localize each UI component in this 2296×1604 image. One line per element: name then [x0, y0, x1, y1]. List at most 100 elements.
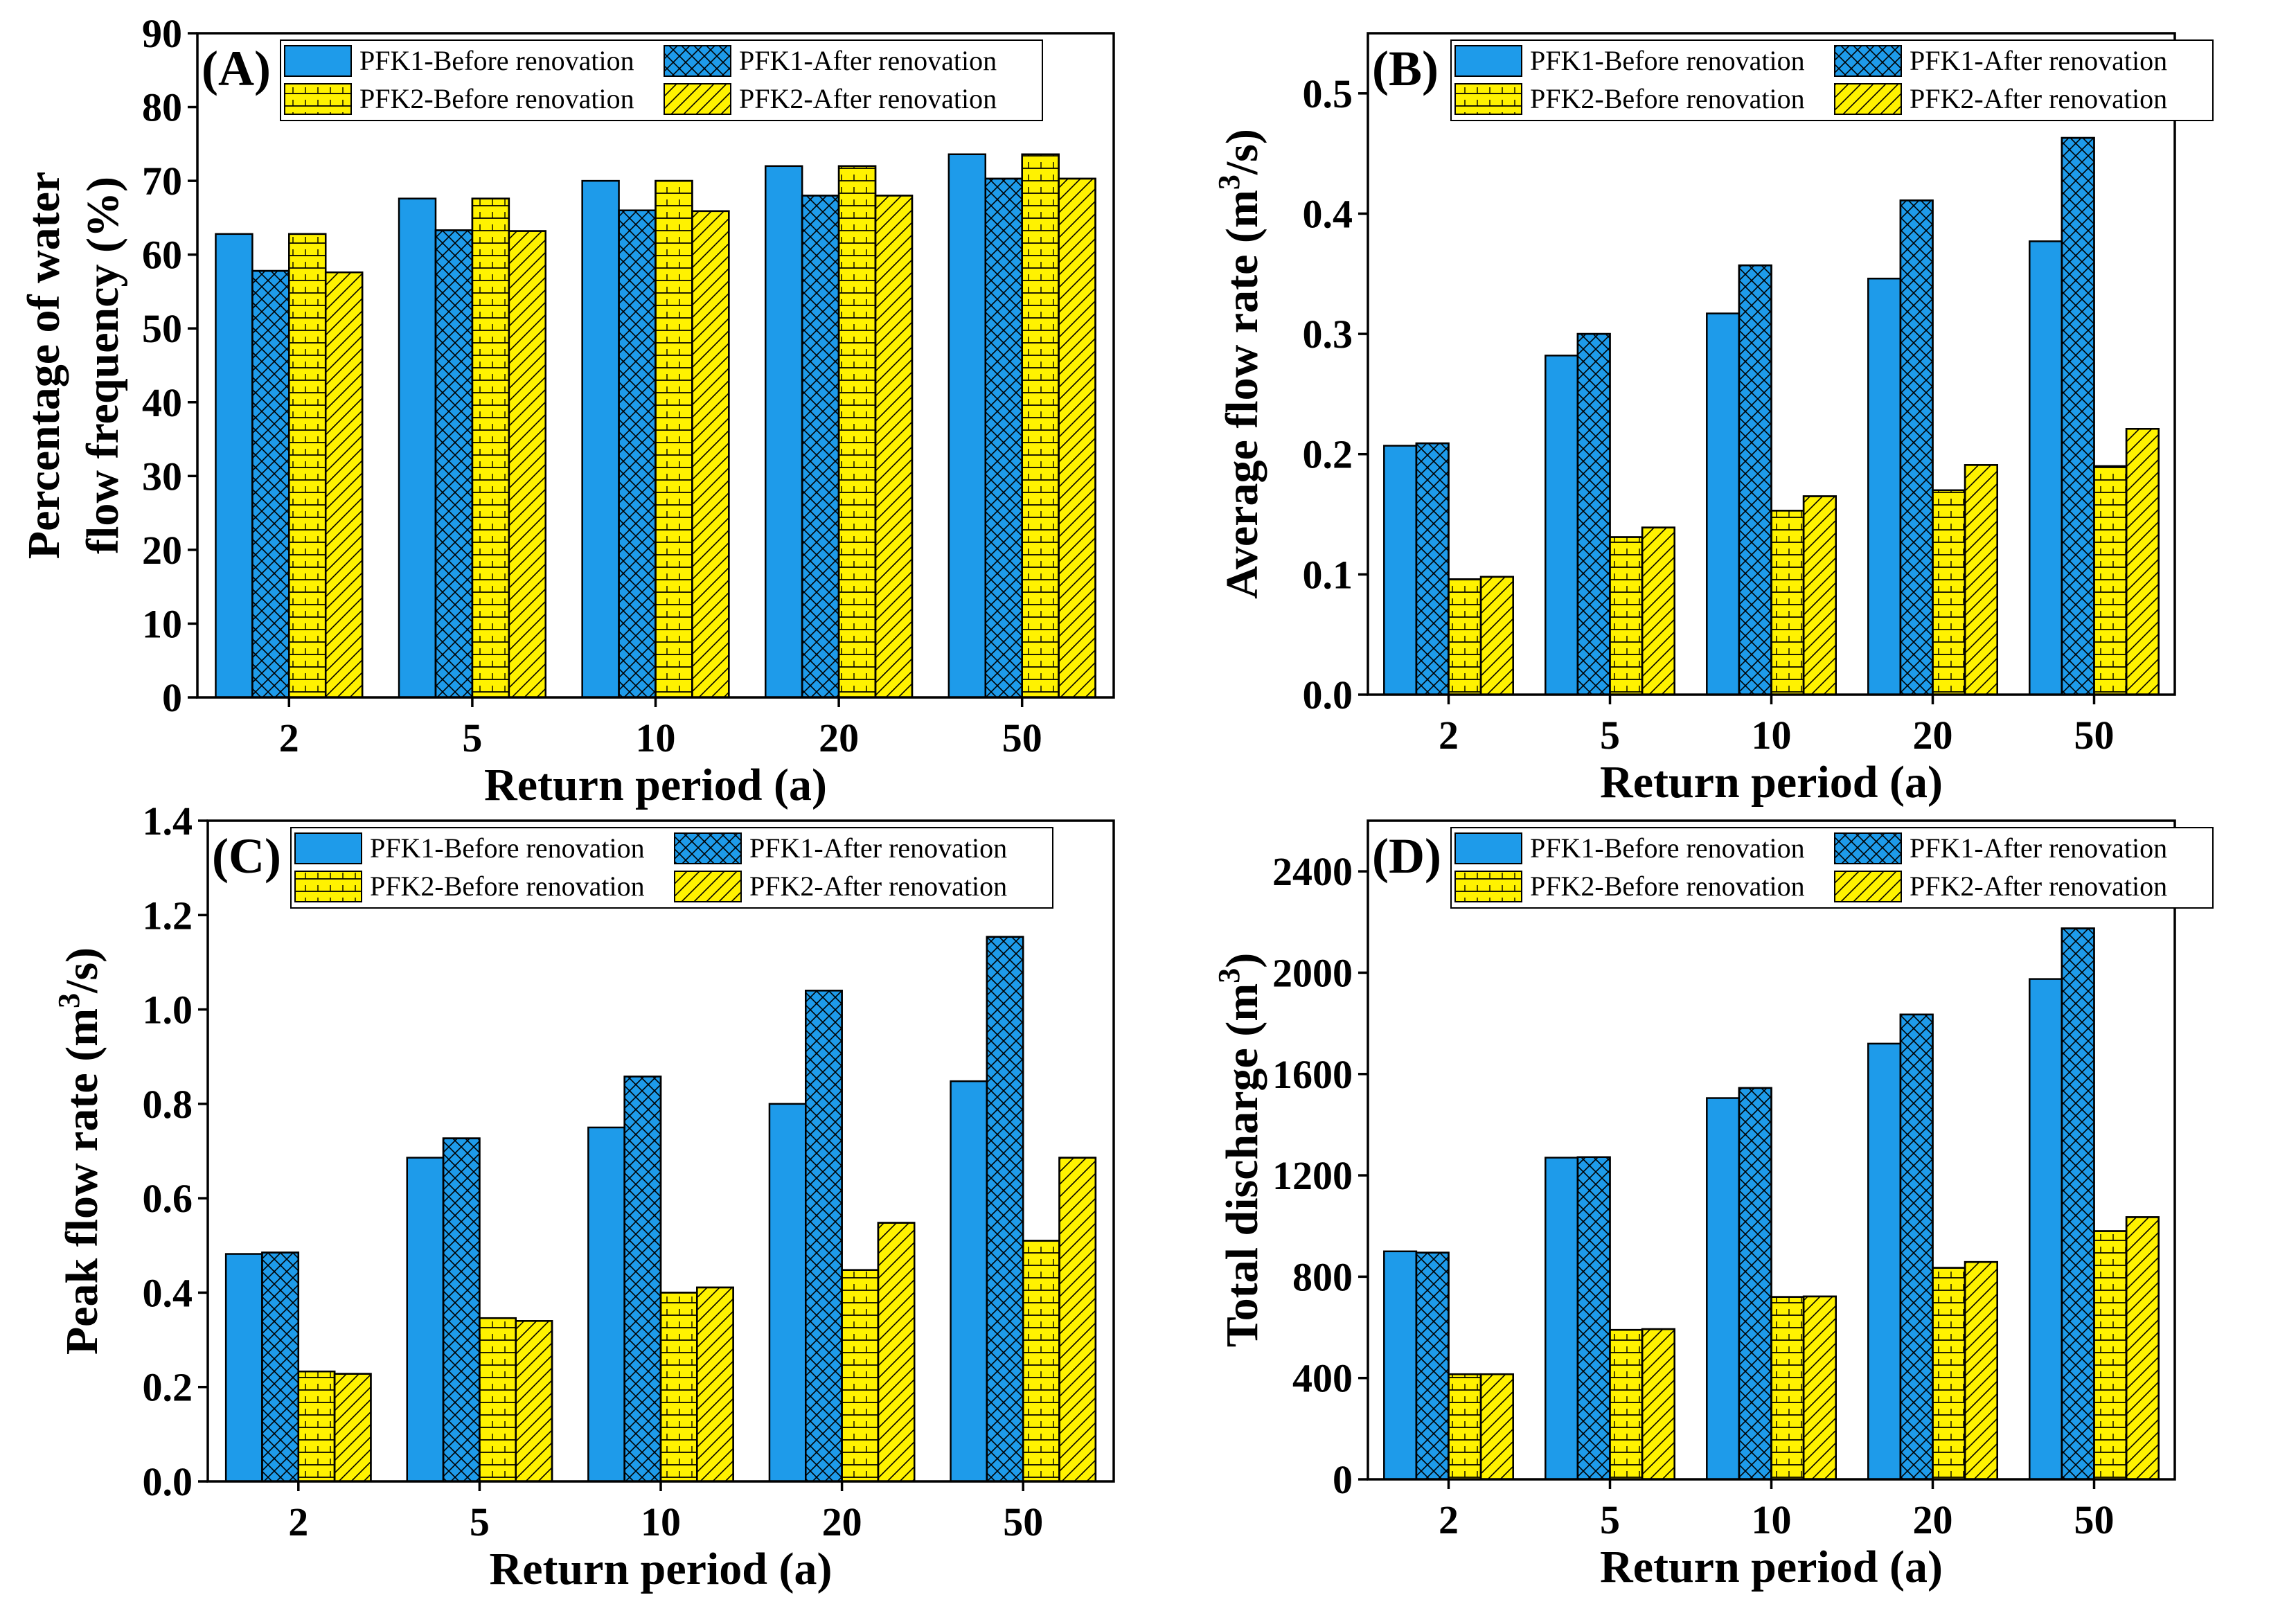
y-axis-label-post: /s)	[57, 947, 107, 994]
bar-hatch-s2-c3	[1738, 264, 1772, 696]
y-axis-label-pre: Total discharge (m	[1217, 983, 1267, 1348]
bar-hatch-s4-c5	[2125, 1216, 2160, 1481]
panel-letter: (C)	[212, 828, 281, 884]
bar-hatch-s2-c2	[1576, 332, 1611, 696]
y-axis-label: Peak flow rate (m3/s)	[52, 947, 107, 1355]
bar-hatch-s2-c5	[986, 936, 1024, 1483]
y-tick-label: 1.2	[143, 893, 193, 938]
y-tick-label: 0	[1333, 1457, 1353, 1502]
legend-label-3: PFK2-Before renovation	[1530, 83, 1805, 114]
bar-hatch-s2-c5	[984, 177, 1023, 699]
x-tick-label: 2	[279, 715, 299, 760]
legend-swatch-1	[1454, 832, 1522, 864]
bar-hatch-s3-c4	[1932, 489, 1966, 696]
legend-box	[1450, 827, 2214, 909]
bar-s1-c3	[587, 1126, 625, 1483]
bar-hatch-s3-c1	[1448, 1373, 1482, 1481]
bar-hatch-s4-c4	[874, 195, 914, 699]
legend-swatch-hatch-2	[674, 832, 742, 864]
bar-hatch-s2-c2	[442, 1137, 481, 1483]
bar-s1-c4	[765, 165, 803, 699]
bar-hatch-s2-c1	[261, 1251, 300, 1483]
legend-swatch-hatch-3	[294, 871, 362, 902]
bar-s1-c2	[406, 1157, 445, 1483]
bar-hatch-s2-c1	[1415, 1251, 1450, 1481]
x-tick-label: 50	[2074, 1497, 2115, 1542]
bar-s1-c1	[1383, 445, 1418, 696]
legend-swatch-hatch-3	[284, 83, 352, 115]
x-tick-label: 2	[1439, 713, 1459, 758]
legend-label-1: PFK1-Before renovation	[370, 832, 645, 864]
bar-s1-c1	[215, 233, 253, 699]
bar-s1-c5	[2029, 240, 2063, 696]
x-tick-label: 10	[636, 715, 676, 760]
bar-hatch-s4-c3	[696, 1286, 734, 1483]
panel-letter: (B)	[1372, 41, 1439, 96]
y-tick-label: 1.4	[143, 799, 193, 844]
bar-hatch-s4-c3	[691, 210, 730, 699]
bar-hatch-s3-c2	[1609, 1328, 1644, 1481]
bar-s1-c3	[1706, 1097, 1741, 1481]
y-tick-label: 0.6	[143, 1176, 193, 1221]
bar-hatch-s3-c5	[2093, 1230, 2128, 1481]
y-tick-label: 0.0	[1303, 672, 1353, 718]
x-tick-label: 10	[641, 1499, 681, 1544]
panel-letter: (A)	[202, 41, 271, 96]
legend-label-4: PFK2-After renovation	[1910, 871, 2167, 902]
x-tick-label: 5	[1600, 713, 1620, 758]
bar-hatch-s4-c2	[508, 230, 546, 699]
y-axis-label: flow frequency (%)	[78, 177, 128, 554]
y-axis-label: Percentage of water	[19, 172, 69, 560]
y-tick-label: 0.3	[1303, 312, 1353, 357]
y-tick-label: 20	[142, 528, 182, 573]
panel-2: 0.0 0.1 0.2 0.3 0.4 0.5 2 5 10 20 50 Return period …	[1212, 32, 2214, 808]
bar-hatch-s3-c3	[659, 1292, 698, 1483]
x-axis-label: Return period (a)	[484, 760, 827, 810]
panel-3: 0.0 0.2 0.4 0.6 0.8 1.0 1.2 1.4 2 5 10 20 50 Return p…	[52, 799, 1115, 1594]
bar-s1-c2	[1545, 1157, 1579, 1481]
legend-label-2: PFK1-After renovation	[749, 832, 1007, 864]
bar-hatch-s2-c3	[1738, 1087, 1772, 1481]
bar-hatch-s4-c1	[333, 1373, 372, 1483]
legend-swatch-hatch-2	[1834, 832, 1902, 864]
bar-hatch-s2-c2	[434, 229, 474, 699]
bar-s1-c1	[1383, 1250, 1418, 1481]
bar-s1-c5	[947, 153, 987, 699]
panel-1: 0 10 20 30 40 50 60 70 80 90 2 5 10 20 50 Return period…	[19, 11, 1115, 810]
panel-4: 0 400 800 1200 1600 2000 2400 2 5 10 20 50 Return pe…	[1212, 819, 2214, 1592]
x-tick-label: 10	[1752, 1497, 1792, 1542]
x-axis-label: Return period (a)	[1600, 757, 1943, 808]
y-axis-label: Average flow rate (m3/s)	[1212, 129, 1267, 599]
bar-hatch-s4-c5	[1058, 177, 1096, 699]
bar-s1-c2	[398, 197, 437, 699]
bar-s1-c2	[1545, 355, 1579, 696]
x-tick-label: 50	[2074, 713, 2115, 758]
y-axis-label-pre: Average flow rate (m	[1217, 190, 1267, 599]
y-tick-label: 0	[162, 675, 182, 720]
legend-swatch-1	[284, 45, 352, 77]
legend-label-2: PFK1-After renovation	[1910, 832, 2167, 864]
bar-hatch-s2-c4	[1899, 1013, 1934, 1481]
legend-label-2: PFK1-After renovation	[739, 45, 997, 76]
x-tick-label: 20	[1913, 713, 1953, 758]
legend-swatch-hatch-2	[1834, 45, 1902, 77]
legend-label-4: PFK2-After renovation	[739, 83, 997, 114]
x-tick-label: 5	[470, 1499, 490, 1544]
x-axis-label: Return period (a)	[490, 1544, 833, 1594]
y-tick-label: 50	[142, 306, 182, 351]
legend-label-3: PFK2-Before renovation	[359, 83, 634, 114]
bar-hatch-s4-c1	[1479, 1373, 1514, 1481]
x-tick-label: 20	[1913, 1497, 1953, 1542]
y-tick-label: 0.0	[143, 1459, 193, 1504]
bar-s1-c4	[1867, 277, 1902, 696]
y-tick-label: 0.1	[1303, 552, 1353, 597]
bar-hatch-s3-c4	[837, 165, 877, 699]
bar-hatch-s4-c5	[1058, 1157, 1097, 1483]
y-tick-label: 0.4	[1303, 191, 1353, 236]
bar-hatch-s3-c1	[288, 233, 327, 699]
y-tick-label: 0.4	[143, 1270, 193, 1315]
x-tick-label: 50	[1003, 1499, 1043, 1544]
y-axis-label: Total discharge (m3)	[1212, 953, 1267, 1348]
legend-label-4: PFK2-After renovation	[1910, 83, 2167, 114]
